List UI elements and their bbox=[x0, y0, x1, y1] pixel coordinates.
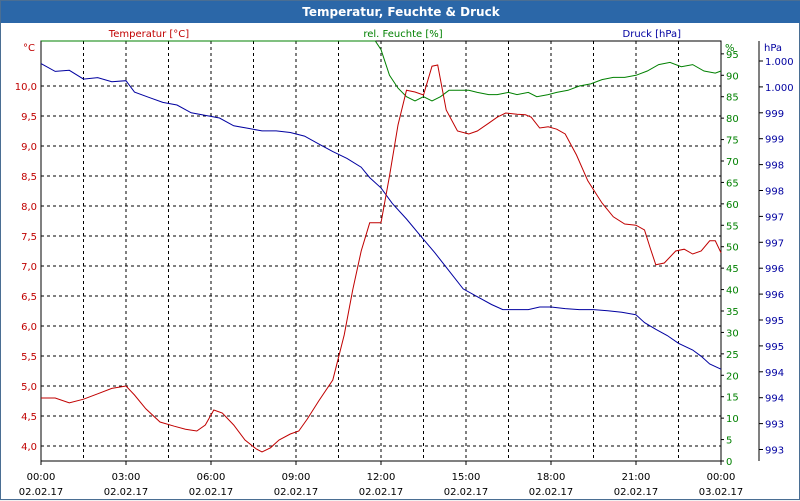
temp-tick-label: 7,5 bbox=[21, 232, 37, 243]
x-tick-date: 02.02.17 bbox=[444, 487, 489, 498]
temp-tick-label: 10,0 bbox=[15, 82, 37, 93]
humidity-unit-label: % bbox=[725, 43, 735, 54]
pressure-tick-label: 996 bbox=[765, 264, 784, 275]
pressure-tick-label: 995 bbox=[765, 342, 784, 353]
humidity-tick-label: 15 bbox=[726, 393, 739, 404]
series-line-druck bbox=[40, 63, 722, 370]
pressure-tick-label: 994 bbox=[765, 394, 784, 405]
humidity-tick-label: 10 bbox=[726, 414, 739, 425]
temp-tick-label: 8,0 bbox=[21, 202, 37, 213]
x-tick-time: 09:00 bbox=[282, 472, 311, 483]
pressure-unit-label: hPa bbox=[764, 43, 782, 54]
humidity-tick-label: 95 bbox=[726, 50, 739, 61]
humidity-tick-label: 70 bbox=[726, 157, 739, 168]
humidity-tick-label: 0 bbox=[726, 457, 732, 468]
series-line-feuchte bbox=[41, 40, 722, 102]
humidity-tick-label: 5 bbox=[726, 436, 732, 447]
humidity-tick-label: 35 bbox=[726, 307, 739, 318]
humidity-tick-label: 50 bbox=[726, 243, 739, 254]
humidity-tick-label: 75 bbox=[726, 136, 739, 147]
x-tick-time: 00:00 bbox=[27, 472, 56, 483]
humidity-tick-label: 60 bbox=[726, 200, 739, 211]
temp-tick-label: 9,0 bbox=[21, 142, 37, 153]
x-tick-date: 02.02.17 bbox=[104, 487, 149, 498]
x-tick-time: 12:00 bbox=[367, 472, 396, 483]
humidity-tick-label: 40 bbox=[726, 286, 739, 297]
pressure-tick-label: 997 bbox=[765, 212, 784, 223]
pressure-tick-label: 1.000 bbox=[765, 57, 794, 68]
pressure-tick-label: 997 bbox=[765, 238, 784, 249]
series-line-temperatur bbox=[41, 64, 722, 453]
legend-temperatur: Temperatur [°C] bbox=[108, 29, 189, 40]
legend-feuchte: rel. Feuchte [%] bbox=[363, 29, 442, 40]
legend: Temperatur [°C] rel. Feuchte [%] Druck [… bbox=[23, 29, 782, 54]
x-tick-time: 21:00 bbox=[622, 472, 651, 483]
x-tick-time: 15:00 bbox=[452, 472, 481, 483]
pressure-tick-label: 994 bbox=[765, 368, 784, 379]
temp-tick-label: 5,5 bbox=[21, 352, 37, 363]
humidity-tick-label: 30 bbox=[726, 328, 739, 339]
chart-title: Temperatur, Feuchte & Druck bbox=[302, 5, 500, 19]
temp-tick-label: 5,0 bbox=[21, 382, 37, 393]
pressure-tick-label: 995 bbox=[765, 316, 784, 327]
x-tick-date: 02.02.17 bbox=[189, 487, 234, 498]
humidity-tick-label: 65 bbox=[726, 178, 739, 189]
pressure-tick-label: 1.000 bbox=[765, 83, 794, 94]
temp-tick-label: 7,0 bbox=[21, 262, 37, 273]
temp-tick-label: 4,5 bbox=[21, 412, 37, 423]
x-tick-time: 18:00 bbox=[537, 472, 566, 483]
x-tick-time: 03:00 bbox=[112, 472, 141, 483]
x-tick-date: 02.02.17 bbox=[614, 487, 659, 498]
temp-tick-label: 8,5 bbox=[21, 172, 37, 183]
x-tick-date: 02.02.17 bbox=[274, 487, 319, 498]
legend-druck: Druck [hPa] bbox=[623, 29, 682, 40]
temp-tick-label: 9,5 bbox=[21, 112, 37, 123]
title-bar: Temperatur, Feuchte & Druck bbox=[1, 1, 800, 23]
x-tick-date: 02.02.17 bbox=[529, 487, 574, 498]
grid bbox=[41, 41, 721, 461]
humidity-tick-label: 45 bbox=[726, 264, 739, 275]
humidity-tick-label: 20 bbox=[726, 371, 739, 382]
humidity-tick-label: 80 bbox=[726, 114, 739, 125]
pressure-tick-label: 998 bbox=[765, 161, 784, 172]
temp-tick-label: 6,0 bbox=[21, 322, 37, 333]
pressure-tick-label: 993 bbox=[765, 446, 784, 457]
x-tick-date: 03.02.17 bbox=[699, 487, 744, 498]
series-lines bbox=[40, 40, 722, 453]
pressure-tick-label: 999 bbox=[765, 109, 784, 120]
tick-labels: 10,0 9,5 9,0 8,5 8,0 7,5 7,0 6,5 6,0 5,5 5,0 4,5 4,0… bbox=[15, 41, 794, 498]
humidity-tick-label: 85 bbox=[726, 93, 739, 104]
humidity-tick-label: 90 bbox=[726, 71, 739, 82]
temp-tick-label: 6,5 bbox=[21, 292, 37, 303]
humidity-tick-label: 55 bbox=[726, 221, 739, 232]
x-tick-time: 00:00 bbox=[707, 472, 736, 483]
pressure-tick-label: 998 bbox=[765, 187, 784, 198]
x-tick-date: 02.02.17 bbox=[359, 487, 404, 498]
temp-tick-label: 4,0 bbox=[21, 442, 37, 453]
pressure-tick-label: 999 bbox=[765, 135, 784, 146]
temp-unit-label: °C bbox=[23, 43, 35, 54]
x-tick-date: 02.02.17 bbox=[19, 487, 64, 498]
pressure-tick-label: 993 bbox=[765, 420, 784, 431]
pressure-tick-label: 996 bbox=[765, 290, 784, 301]
humidity-tick-label: 25 bbox=[726, 350, 739, 361]
x-tick-time: 06:00 bbox=[197, 472, 226, 483]
